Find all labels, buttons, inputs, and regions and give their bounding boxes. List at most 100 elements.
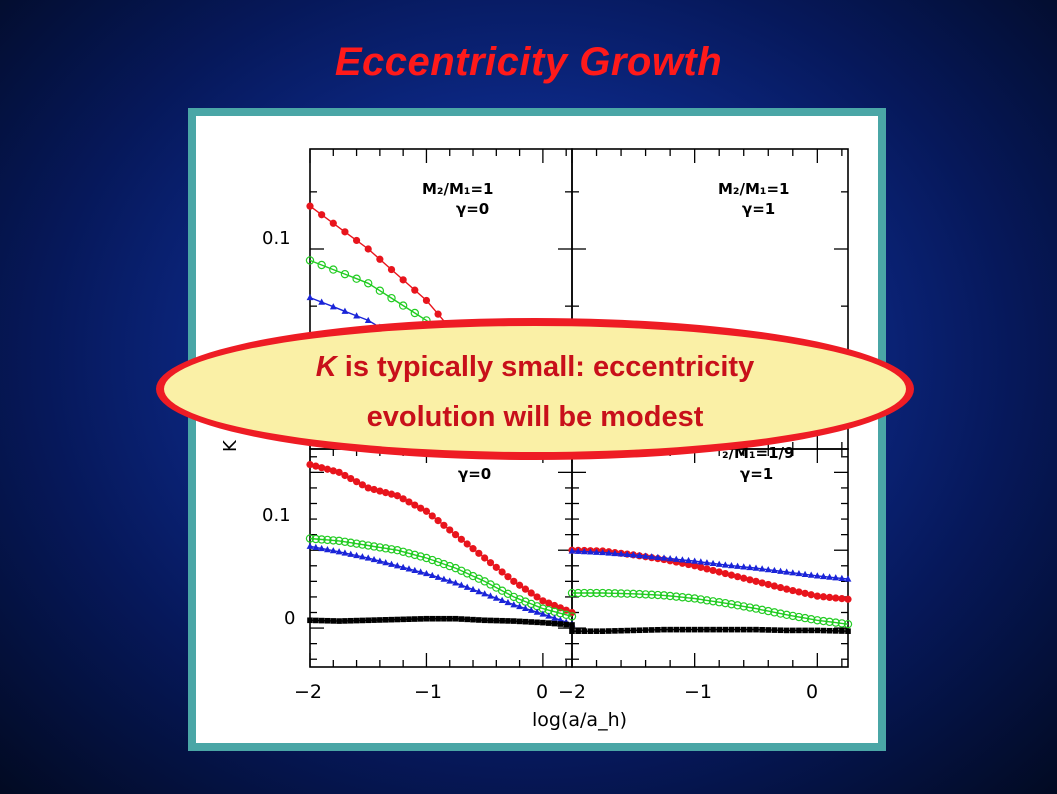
data-point-bottom-left-3	[534, 619, 540, 626]
data-point-bottom-right-2	[770, 608, 779, 617]
data-point-bottom-left-0	[335, 468, 343, 476]
data-point-bottom-left-0	[364, 484, 372, 492]
data-point-bottom-left-2	[312, 543, 320, 551]
data-point-bottom-left-2	[498, 596, 506, 603]
data-point-bottom-left-2	[452, 579, 459, 586]
data-point-top-left-2	[306, 293, 314, 301]
data-point-bottom-right-3	[722, 626, 729, 633]
data-point-bottom-right-2	[616, 589, 626, 598]
data-point-bottom-left-0	[376, 487, 384, 495]
data-point-top-left-0	[422, 296, 431, 305]
data-point-bottom-right-0	[844, 595, 852, 603]
data-point-bottom-right-1	[709, 559, 717, 567]
data-point-bottom-right-2	[586, 588, 595, 598]
data-point-bottom-right-3	[575, 628, 581, 634]
data-point-top-left-0	[387, 265, 396, 274]
data-point-bottom-right-3	[716, 626, 722, 633]
data-point-bottom-left-2	[359, 553, 366, 560]
data-point-bottom-right-3	[734, 626, 741, 633]
data-point-bottom-right-1	[746, 563, 754, 571]
x-tick-label-left--2: −2	[294, 681, 322, 703]
data-point-bottom-left-3	[499, 617, 505, 624]
data-point-top-left-1	[340, 269, 350, 279]
data-point-top-left-0	[306, 202, 314, 210]
data-point-bottom-right-3	[599, 628, 606, 634]
data-point-bottom-right-2	[573, 588, 583, 598]
data-point-bottom-right-1	[685, 556, 692, 564]
data-point-bottom-left-0	[358, 481, 366, 489]
data-point-bottom-right-2	[782, 610, 791, 620]
data-point-bottom-right-3	[618, 627, 624, 634]
data-point-bottom-right-0	[776, 583, 785, 592]
data-point-bottom-right-1	[574, 547, 582, 554]
data-point-bottom-left-3	[417, 616, 424, 622]
data-point-bottom-left-3	[307, 617, 313, 624]
data-point-bottom-left-1	[561, 610, 571, 620]
data-point-bottom-right-1	[777, 567, 784, 574]
data-point-bottom-left-3	[441, 615, 447, 622]
data-point-bottom-right-1	[654, 553, 662, 560]
data-point-bottom-right-3	[698, 626, 704, 633]
data-point-bottom-left-2	[388, 560, 395, 567]
data-point-bottom-left-2	[370, 555, 378, 563]
data-point-bottom-right-2	[764, 606, 773, 616]
data-point-bottom-right-0	[734, 573, 742, 581]
data-point-bottom-left-0	[481, 554, 489, 562]
data-point-bottom-right-3	[685, 626, 692, 633]
data-point-bottom-left-3	[487, 617, 494, 624]
data-point-bottom-right-2	[665, 591, 675, 601]
data-point-bottom-right-0	[740, 574, 748, 582]
data-point-bottom-left-0	[516, 581, 524, 589]
data-point-bottom-right-2	[647, 590, 656, 599]
data-point-bottom-right-1	[703, 559, 711, 566]
data-point-bottom-left-2	[556, 616, 564, 623]
data-point-bottom-right-1	[587, 548, 594, 555]
data-point-bottom-left-3	[458, 616, 465, 622]
data-point-bottom-right-3	[783, 627, 790, 634]
data-point-bottom-left-2	[533, 608, 541, 615]
data-point-bottom-left-2	[463, 583, 471, 590]
data-point-top-left-0	[341, 228, 349, 236]
data-point-bottom-left-0	[417, 504, 425, 512]
data-point-bottom-right-0	[703, 565, 711, 573]
data-point-bottom-left-1	[317, 535, 326, 544]
data-point-bottom-left-0	[323, 465, 332, 473]
data-point-bottom-right-3	[759, 626, 765, 633]
data-point-bottom-left-2	[551, 614, 558, 621]
data-point-bottom-right-1	[801, 570, 809, 577]
data-point-bottom-left-0	[451, 531, 460, 539]
data-point-bottom-left-2	[324, 545, 331, 553]
data-point-bottom-left-2	[492, 594, 500, 601]
data-point-bottom-right-3	[673, 626, 680, 633]
panel-top-left-gamma-label: γ=0	[456, 200, 489, 218]
data-point-bottom-right-1	[580, 548, 588, 555]
data-point-bottom-left-0	[370, 485, 378, 494]
data-point-bottom-left-3	[481, 617, 488, 624]
data-point-bottom-left-2	[353, 551, 360, 559]
data-point-top-left-0	[399, 276, 407, 284]
data-point-bottom-right-0	[697, 563, 705, 571]
data-point-bottom-right-1	[599, 548, 607, 556]
data-point-top-left-1	[305, 256, 315, 265]
data-point-bottom-right-3	[612, 628, 618, 634]
data-point-top-left-0	[376, 255, 384, 263]
data-point-bottom-right-1	[660, 554, 668, 561]
data-point-bottom-left-3	[330, 618, 337, 624]
data-point-top-left-1	[410, 308, 419, 318]
data-point-top-left-2	[364, 316, 372, 324]
data-point-bottom-left-1	[381, 544, 390, 553]
data-point-bottom-right-1	[771, 566, 778, 574]
data-point-bottom-left-2	[423, 569, 430, 577]
data-point-bottom-left-0	[405, 498, 413, 506]
data-point-bottom-right-2	[733, 601, 742, 610]
data-point-bottom-left-0	[446, 526, 454, 534]
data-point-bottom-left-3	[318, 617, 325, 624]
data-point-bottom-right-1	[783, 568, 791, 575]
data-point-bottom-left-0	[504, 573, 512, 581]
data-point-bottom-right-0	[807, 591, 815, 599]
data-point-bottom-right-2	[702, 596, 712, 605]
data-point-bottom-right-0	[764, 580, 772, 589]
y-tick-label-top-0.1: 0.1	[262, 228, 291, 249]
data-point-bottom-left-0	[492, 563, 500, 571]
data-point-bottom-right-1	[721, 561, 729, 568]
